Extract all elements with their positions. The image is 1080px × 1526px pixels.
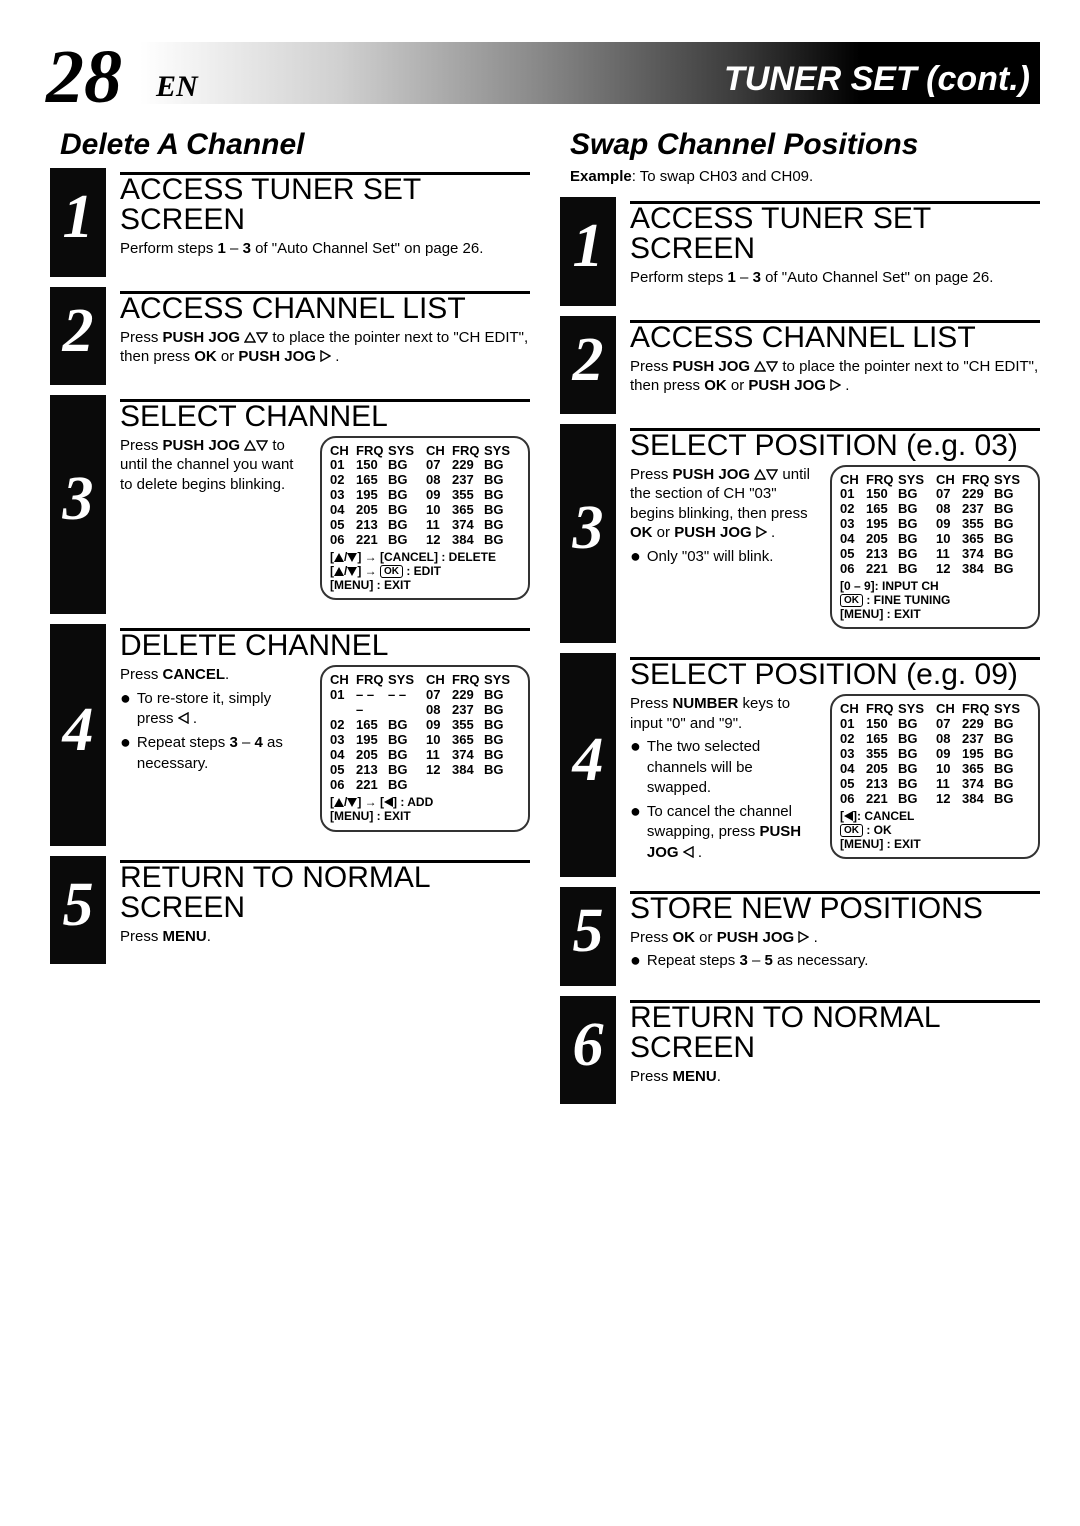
step-body: Press PUSH JOG to place the pointer next… — [630, 357, 1040, 396]
osd-display: CHFRQSYS01150BG02165BG03355BG04205BG0521… — [830, 694, 1040, 859]
step-body: Perform steps 1 – 3 of "Auto Channel Set… — [630, 268, 1040, 288]
step-body: Press OK or PUSH JOG . — [630, 928, 1040, 948]
step-bullet: ●Only "03" will blink. — [630, 547, 820, 567]
step-bullet: ●To re-store it, simply press . — [120, 689, 310, 730]
step-bullet: ●Repeat steps 3 – 5 as necessary. — [630, 951, 1040, 971]
step-heading: DELETE CHANNEL — [120, 631, 530, 661]
left-column: Delete A Channel 1ACCESS TUNER SET SCREE… — [50, 120, 530, 1114]
left-section-title: Delete A Channel — [60, 128, 530, 162]
step-body: Press NUMBER keys to input "0" and "9". — [630, 694, 820, 733]
step-number: 3 — [560, 494, 616, 565]
header-title: TUNER SET (cont.) — [724, 60, 1030, 99]
step-5: 5RETURN TO NORMAL SCREEN Press MENU. — [50, 856, 530, 965]
step-heading: ACCESS CHANNEL LIST — [120, 294, 530, 324]
right-subtitle: Example: To swap CH03 and CH09. — [570, 168, 1040, 185]
step-3: 3 SELECT CHANNEL Press PUSH JOG to until t… — [50, 395, 530, 615]
step-number: 6 — [560, 1010, 616, 1081]
step-1: 1ACCESS TUNER SET SCREEN Perform steps 1 … — [560, 197, 1040, 306]
step-body: Press PUSH JOG to place the pointer next… — [120, 328, 530, 367]
step-5: 5 STORE NEW POSITIONS Press OK or PUSH JOG… — [560, 887, 1040, 986]
osd-display: CHFRQSYS01150BG02165BG03195BG04205BG0521… — [320, 436, 530, 601]
step-heading: RETURN TO NORMAL SCREEN — [120, 863, 530, 923]
step-heading: SELECT POSITION (e.g. 09) — [630, 660, 1040, 690]
step-2: 2 ACCESS CHANNEL LIST Press PUSH JOG to pl… — [50, 287, 530, 385]
step-1: 1ACCESS TUNER SET SCREEN Perform steps 1 … — [50, 168, 530, 277]
step-number: 1 — [560, 211, 616, 282]
page-language: EN — [156, 70, 198, 104]
step-body: Press MENU. — [120, 927, 530, 947]
step-heading: ACCESS TUNER SET SCREEN — [630, 204, 1040, 264]
step-2: 2 ACCESS CHANNEL LIST Press PUSH JOG to pl… — [560, 316, 1040, 414]
step-heading: RETURN TO NORMAL SCREEN — [630, 1003, 1040, 1063]
right-column: Swap Channel Positions Example: To swap … — [560, 120, 1040, 1114]
step-heading: SELECT POSITION (e.g. 03) — [630, 431, 1040, 461]
step-number: 4 — [50, 695, 106, 766]
step-number: 1 — [50, 182, 106, 253]
step-number: 4 — [560, 725, 616, 796]
step-4: 4 SELECT POSITION (e.g. 09) Press NUMBER k… — [560, 653, 1040, 877]
step-4: 4 DELETE CHANNEL Press CANCEL. ●To re-store… — [50, 624, 530, 845]
content-columns: Delete A Channel 1ACCESS TUNER SET SCREE… — [50, 120, 1040, 1114]
step-3: 3 SELECT POSITION (e.g. 03) Press PUSH JOG… — [560, 424, 1040, 644]
step-number: 5 — [50, 870, 106, 941]
step-body: Press PUSH JOG until the section of CH "… — [630, 465, 820, 543]
step-number: 3 — [50, 465, 106, 536]
step-heading: ACCESS TUNER SET SCREEN — [120, 175, 530, 235]
step-heading: SELECT CHANNEL — [120, 402, 530, 432]
step-bullet: ●The two selected channels will be swapp… — [630, 737, 820, 798]
osd-display: CHFRQSYS01150BG02165BG03195BG04205BG0521… — [830, 465, 1040, 630]
step-body: Press MENU. — [630, 1067, 1040, 1087]
step-bullet: ●To cancel the channel swapping, press P… — [630, 802, 820, 863]
step-heading: ACCESS CHANNEL LIST — [630, 323, 1040, 353]
step-number: 2 — [50, 296, 106, 367]
step-bullet: ●Repeat steps 3 – 4 as necessary. — [120, 733, 310, 774]
page-number: 28 — [46, 34, 122, 121]
step-body: Perform steps 1 – 3 of "Auto Channel Set… — [120, 239, 530, 259]
step-number: 5 — [560, 897, 616, 968]
step-number: 2 — [560, 325, 616, 396]
step-6: 6RETURN TO NORMAL SCREEN Press MENU. — [560, 996, 1040, 1105]
step-body: Press PUSH JOG to until the channel you … — [120, 436, 310, 495]
page-header: 28 EN TUNER SET (cont.) — [40, 42, 1040, 104]
osd-display: CHFRQSYS01– – –– –02165BG03195BG04205BG0… — [320, 665, 530, 831]
right-section-title: Swap Channel Positions — [570, 128, 1040, 162]
step-heading: STORE NEW POSITIONS — [630, 894, 1040, 924]
step-body: Press CANCEL. — [120, 665, 310, 685]
